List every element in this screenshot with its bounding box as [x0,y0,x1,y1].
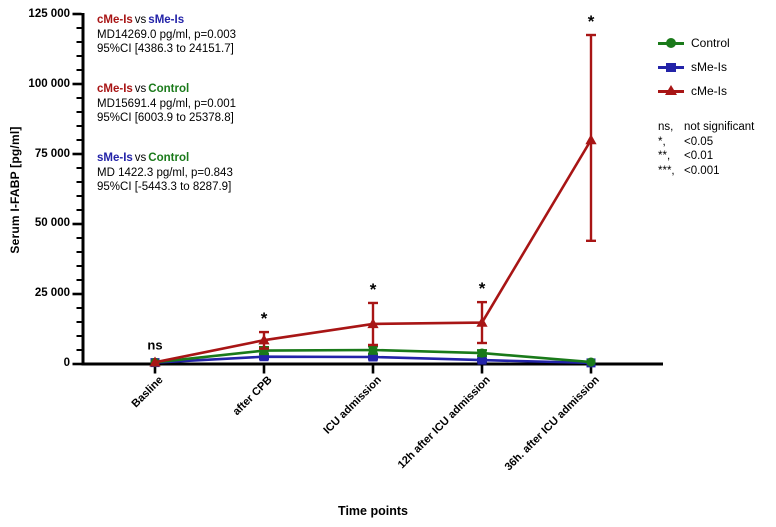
stat-annotation-cme-vs-control: cMe-Is vs Control MD15691.4 pg/ml, p=0.001… [97,82,347,126]
svg-text:*: * [479,279,486,298]
sig-symbol: ns, [658,121,674,133]
stat-annotation-cme-vs-sme: cMe-Is vs sMe-Is MD14269.0 pg/ml, p=0.003 … [97,13,347,57]
y-tick-label: 100 000 [28,78,70,90]
confidence-interval-text: 95%CI [6003.9 to 25378.8] [97,112,234,124]
group-b-label: Control [148,152,190,164]
sig-symbol: *, [658,135,666,148]
group-a-label: sMe-Is [97,152,133,164]
legend-item-control: Control [658,31,730,55]
vs-label: vs [134,14,147,26]
y-tick-label: 75 000 [34,148,70,160]
significance-key: ns, not significant *, <0.05 **, <0.01 *… [658,120,754,178]
legend-item-sme: sMe-Is [658,55,730,79]
y-tick-label: 50 000 [34,217,70,229]
stat-annotation-sme-vs-control: sMe-Is vs Control MD 1422.3 pg/ml, p=0.843… [97,151,347,195]
svg-text:ns: ns [147,337,162,352]
legend: Control sMe-Is cMe-Is [658,31,730,103]
sig-key-row-ns: ns, not significant [658,120,754,135]
group-b-label: Control [148,83,190,95]
sig-text: <0.05 [684,135,714,148]
sig-text: <0.01 [684,150,714,162]
mean-difference-text: MD15691.4 pg/ml, p=0.001 [97,97,237,110]
cme-triangle-marker-icon [658,85,684,97]
y-tick-label: 25 000 [34,287,70,299]
legend-label: Control [691,36,730,50]
sme-square-marker-icon [658,61,684,73]
confidence-interval-text: 95%CI [-5443.3 to 8287.9] [97,181,232,193]
group-a-label: cMe-Is [97,83,133,95]
group-a-label: cMe-Is [97,14,133,26]
confidence-interval-text: 95%CI [4386.3 to 24151.7] [97,43,234,55]
x-axis-title: Time points [338,504,408,518]
mean-difference-text: MD 1422.3 pg/ml, p=0.843 [97,166,233,179]
legend-label: sMe-Is [691,60,727,74]
y-tick-label: 0 [63,357,70,369]
sig-key-row-3star: ***, <0.001 [658,164,754,179]
svg-text:*: * [588,12,595,31]
vs-label: vs [134,83,147,95]
legend-item-cme: cMe-Is [658,79,730,103]
comparison-title: sMe-Is vs Control [97,151,347,166]
svg-text:*: * [370,280,377,299]
sig-symbol: ***, [658,164,675,177]
control-circle-marker-icon [658,37,684,49]
comparison-title: cMe-Is vs Control [97,82,347,97]
y-tick-label: 125 000 [28,8,70,20]
svg-text:*: * [261,309,268,328]
group-b-label: sMe-Is [148,14,185,26]
legend-label: cMe-Is [691,84,727,98]
mean-difference-text: MD14269.0 pg/ml, p=0.003 [97,28,237,41]
sig-text: not significant [684,121,755,133]
sig-symbol: **, [658,150,671,162]
sig-key-row-1star: *, <0.05 [658,135,754,150]
comparison-title: cMe-Is vs sMe-Is [97,13,347,28]
sig-key-row-2star: **, <0.01 [658,149,754,164]
sig-text: <0.001 [684,164,720,177]
vs-label: vs [134,152,147,164]
